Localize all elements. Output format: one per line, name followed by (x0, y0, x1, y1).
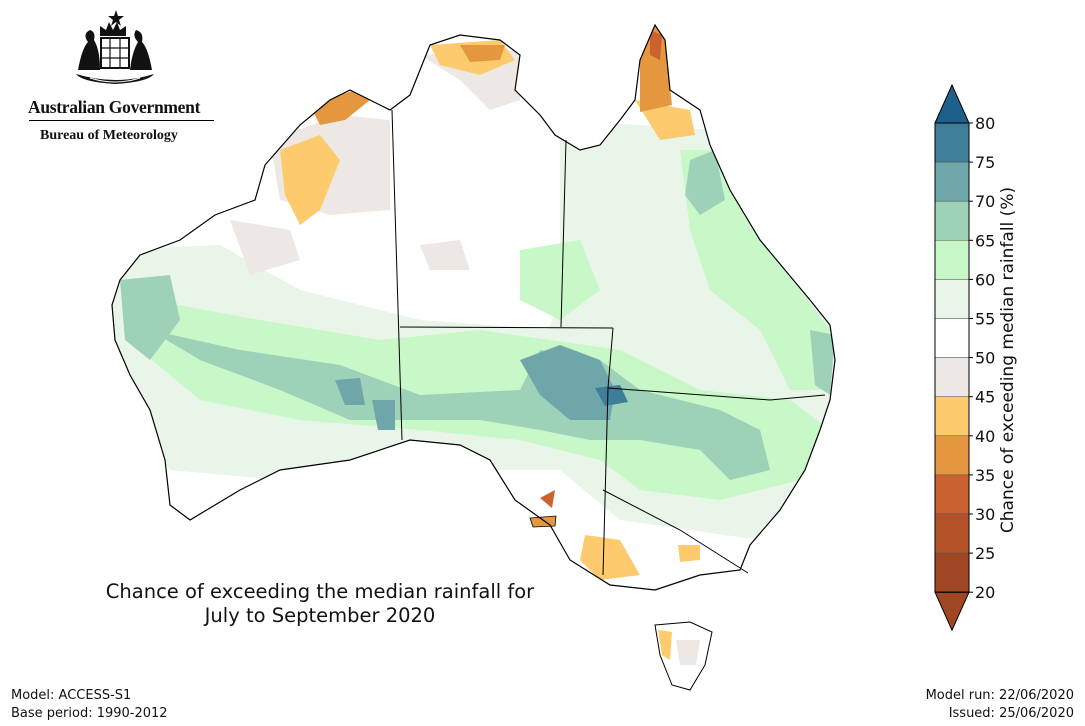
colorbar-band (934, 161, 970, 202)
band-35-40-south (580, 535, 640, 580)
band-70-75-south (335, 378, 395, 430)
colorbar-band (934, 279, 970, 319)
band-30-35-capeyork (640, 25, 672, 112)
colorbar-band (934, 435, 970, 476)
band-30-35-topend (460, 45, 505, 62)
kangaroo-island (529, 515, 557, 528)
map-title: Chance of exceeding the median rainfall … (80, 580, 560, 628)
band-60-65-central (520, 240, 600, 320)
colorbar-band (934, 122, 970, 163)
footer-right: Model run: 22/06/2020 Issued: 25/06/2020 (926, 687, 1074, 723)
band-65-70-south (150, 330, 770, 480)
colorbar: 80 75 70 65 60 55 50 45 40 35 30 25 20 (934, 83, 995, 632)
colorbar-band (934, 318, 970, 358)
colorbar-band (934, 200, 970, 241)
colorbar-tick-label: 35 (975, 466, 995, 485)
map-title-line1: Chance of exceeding the median rainfall … (105, 580, 535, 603)
government-name: Australian Government (28, 97, 201, 117)
colorbar-tick-label: 60 (975, 270, 995, 289)
colorbar-band (934, 552, 970, 593)
colorbar-tick-label: 80 (975, 114, 995, 133)
colorbar-tick-label: 75 (975, 153, 995, 172)
colorbar-extend-top (934, 83, 970, 124)
band-65-70-northeast (685, 150, 725, 215)
state-borders (391, 109, 826, 576)
coat-of-arms-icon (76, 10, 154, 84)
map-title-line2: July to September 2020 (204, 604, 436, 627)
australia-rainfall-map (111, 23, 836, 691)
logo-divider (29, 120, 214, 121)
colorbar-tick-label: 70 (975, 192, 995, 211)
colorbar-tick-label: 25 (975, 544, 995, 563)
tasmania-grey-band (676, 640, 700, 665)
model-run-date: Model run: 22/06/2020 (925, 688, 1074, 703)
band-30-35-northwest (310, 90, 370, 125)
colorbar-tick-label: 50 (975, 349, 995, 368)
mainland-coast (111, 23, 836, 591)
issued-date: Issued: 25/06/2020 (948, 706, 1074, 721)
colorbar-tick-label: 45 (975, 388, 995, 407)
spencer-gulf-dry (540, 490, 555, 508)
colorbar-band (934, 513, 970, 554)
colorbar-tick-label: 65 (975, 231, 995, 250)
colorbar-band (934, 240, 970, 280)
colorbar-band (934, 474, 970, 515)
band-35-40-northwest (280, 135, 340, 225)
colorbar-band (934, 357, 970, 397)
band-65-70-eastcoast (810, 330, 835, 395)
bom-logo: Australian Government Bureau of Meteorol… (10, 8, 224, 143)
band-60-65-east (680, 150, 830, 390)
colorbar-tick-label: 30 (975, 505, 995, 524)
footer-left: Model: ACCESS-S1 Base period: 1990-2012 (11, 687, 168, 723)
band-40-45-interior (230, 220, 470, 275)
colorbar-tick-label: 55 (975, 310, 995, 329)
band-35-40-victoria (678, 545, 700, 562)
model-name: Model: ACCESS-S1 (11, 688, 132, 703)
base-period: Base period: 1990-2012 (11, 706, 168, 721)
bureau-name: Bureau of Meteorology (40, 128, 178, 143)
colorbar-title: Chance of exceeding median rainfall (%) (998, 186, 1018, 534)
band-35-40-capeyork (635, 100, 695, 140)
colorbar-tick-label: 20 (975, 583, 995, 602)
colorbar-extend-bottom (934, 591, 970, 632)
band-25-30-capeyork (650, 30, 662, 60)
band-75-80-core (595, 385, 628, 406)
colorbar-band (934, 396, 970, 437)
colorbar-tick-label: 40 (975, 427, 995, 446)
tasmania-dry-band (658, 630, 672, 660)
band-70-75-central (520, 345, 615, 420)
